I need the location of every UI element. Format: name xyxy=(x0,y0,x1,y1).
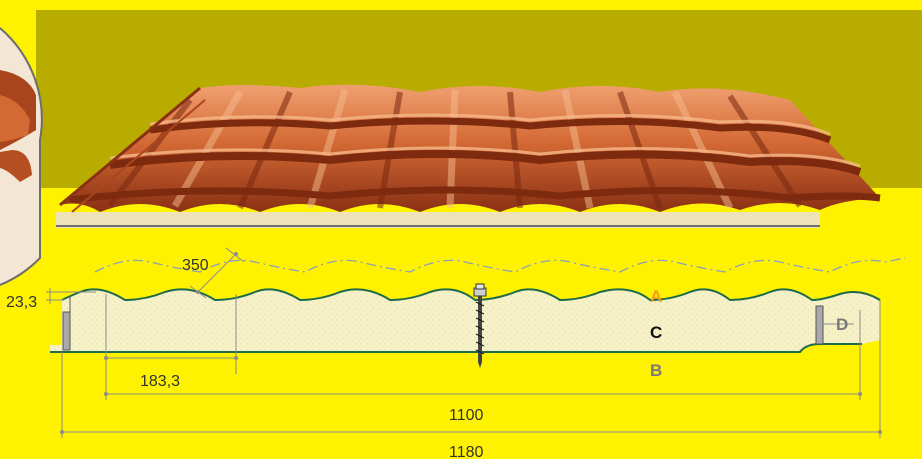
layer-label-c: C xyxy=(650,323,662,342)
panel-cross-section xyxy=(50,288,881,353)
layer-label-a: A xyxy=(650,287,662,306)
screw-fastener xyxy=(473,283,487,368)
total-width-dimension: 1180 xyxy=(449,444,484,459)
layer-label-d: D xyxy=(836,315,848,334)
tile-profile-dashdot xyxy=(94,257,906,273)
step-dimension: 183,3 xyxy=(140,373,180,390)
roof-tile-panel xyxy=(56,84,881,228)
layer-label-b: B xyxy=(650,361,662,380)
dimension-lines xyxy=(46,247,882,438)
useful-width-dimension: 1100 xyxy=(449,407,484,424)
pitch-dimension: 350 xyxy=(182,257,209,274)
dimension-ticks xyxy=(60,252,882,434)
profile-height-dimension: 23,3 xyxy=(6,294,37,311)
detail-circle xyxy=(0,27,43,286)
